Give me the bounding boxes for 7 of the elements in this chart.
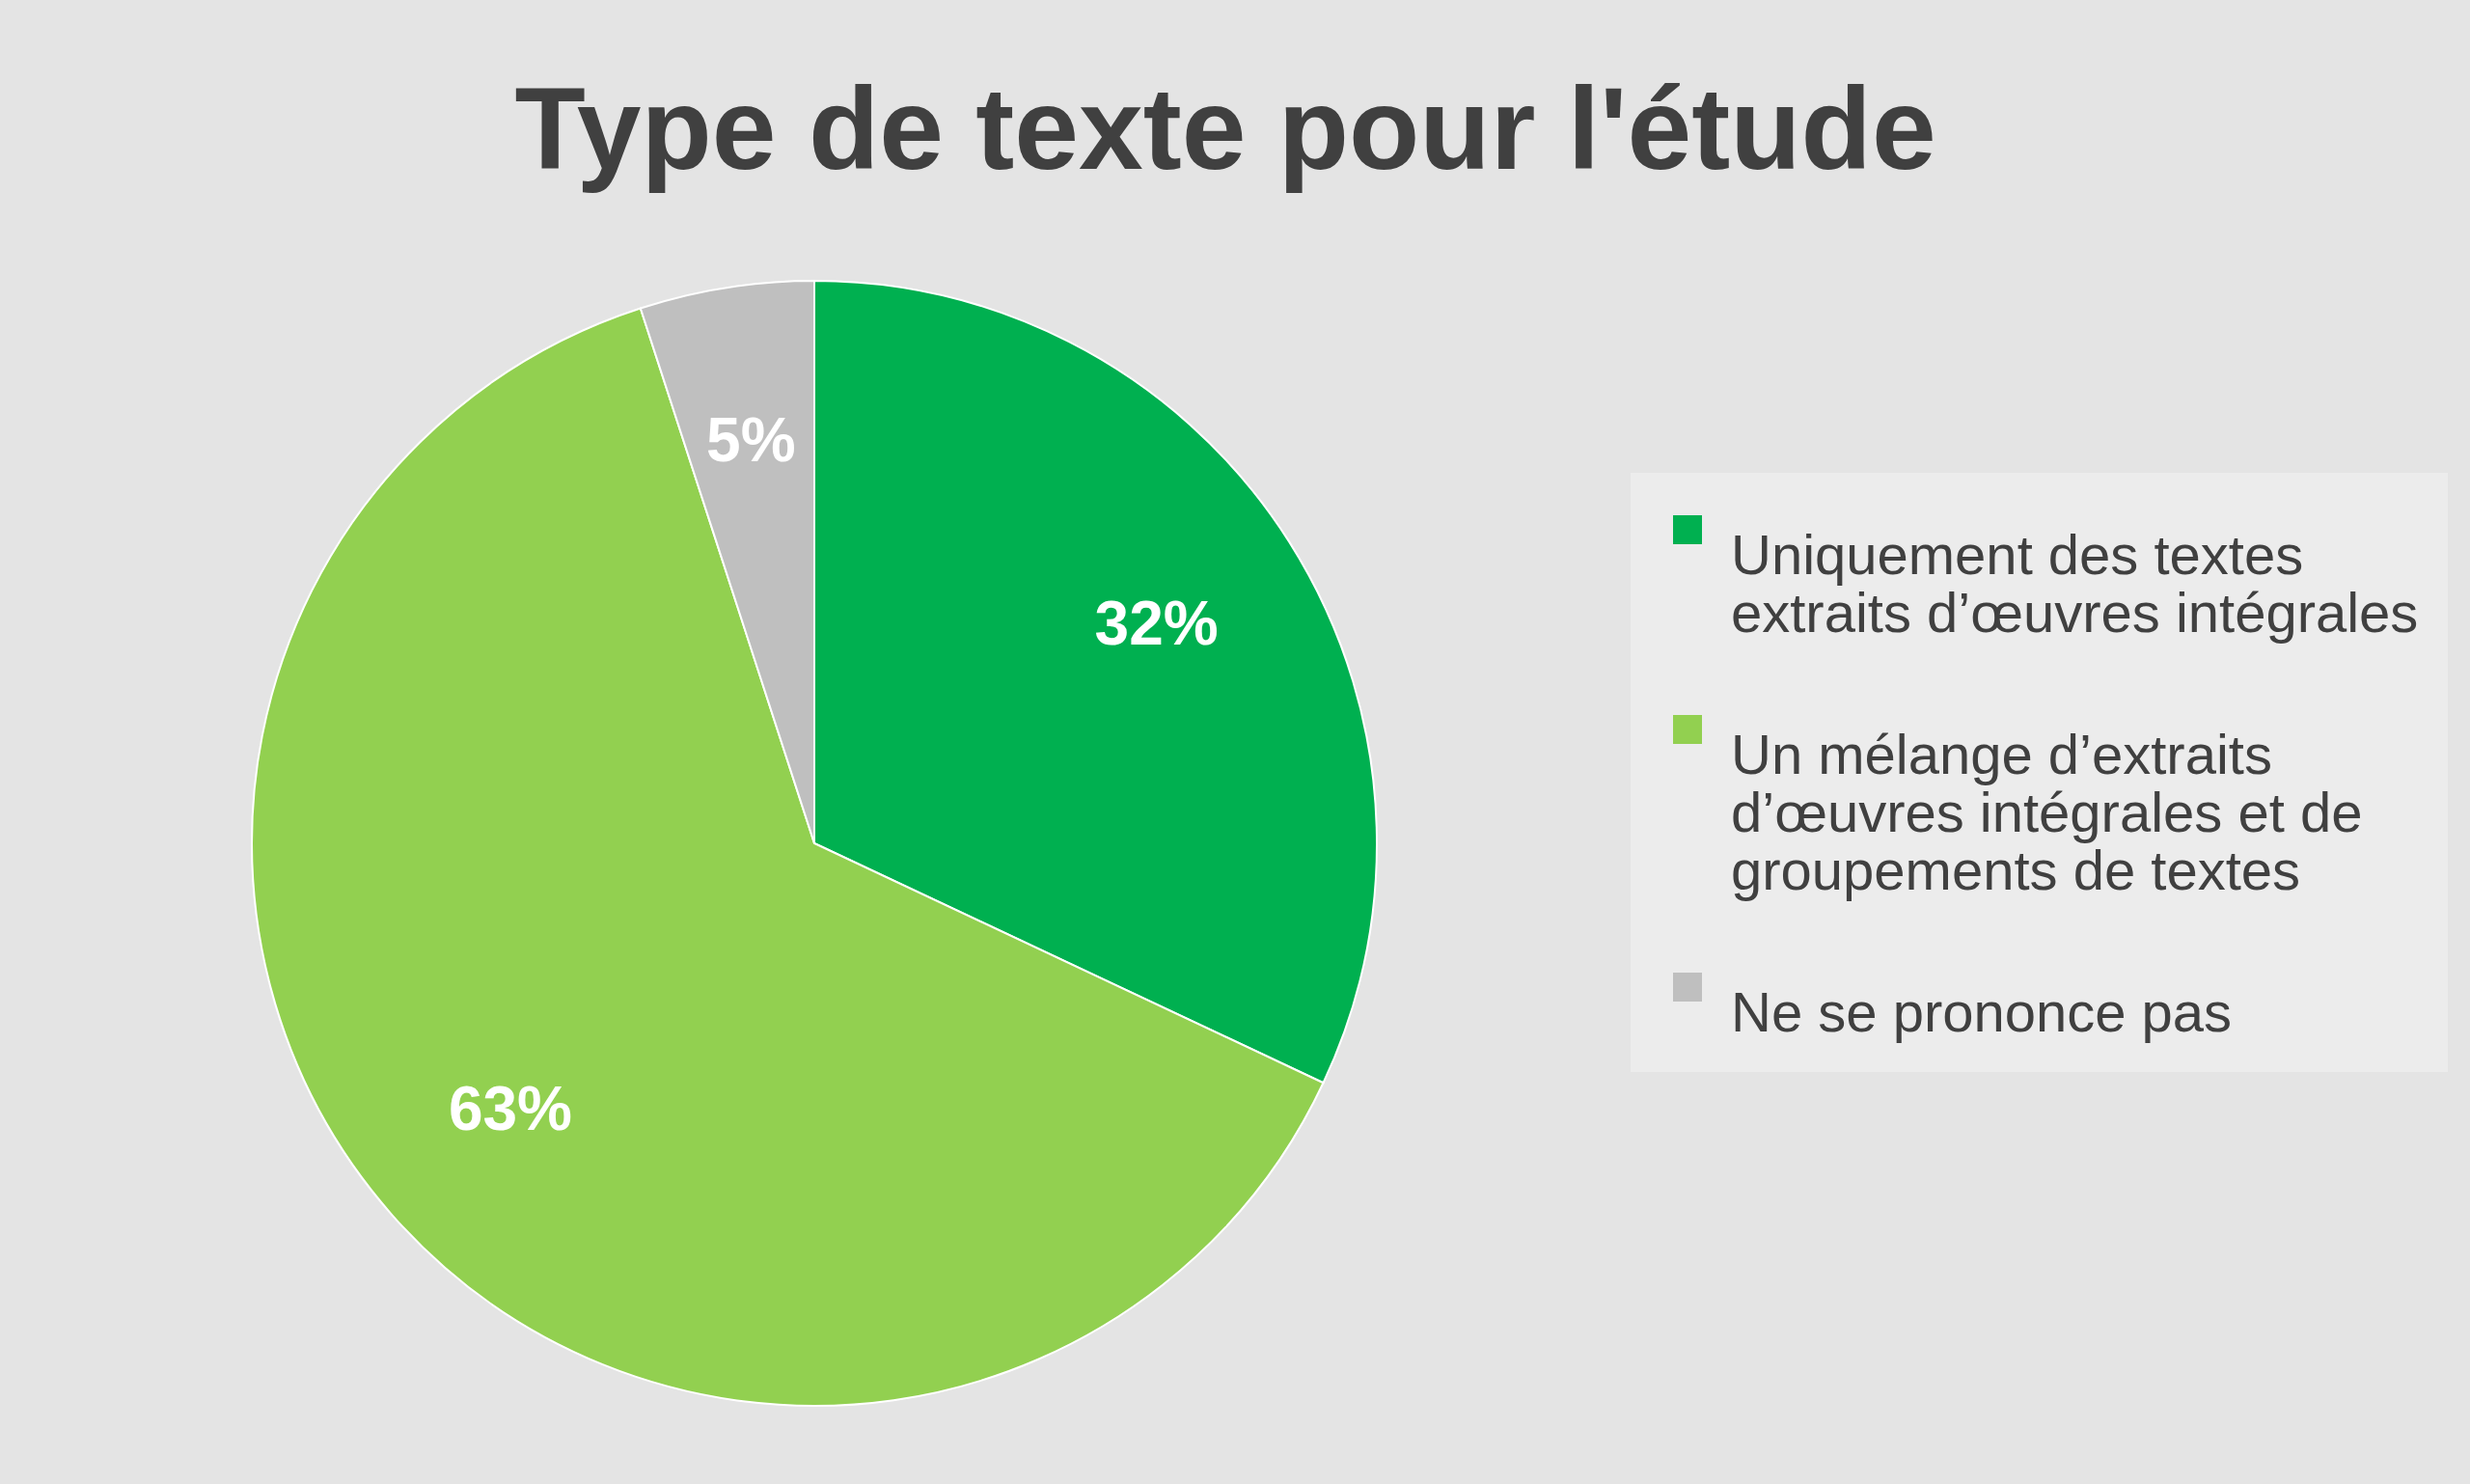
data-label: 63% [448, 1073, 572, 1143]
data-label: 32% [1094, 588, 1219, 658]
chart-title: Type de texte pour l'étude [514, 64, 1936, 193]
data-label: 5% [706, 405, 796, 476]
legend-label: Ne se prononce pas [1731, 980, 2233, 1043]
legend-label: Un mélange d’extraits d’œuvres intégrales et de groupements de textes [1731, 723, 2363, 901]
legend-label: Uniquement des textes extraits d’œuvres intégrales [1731, 523, 2419, 644]
